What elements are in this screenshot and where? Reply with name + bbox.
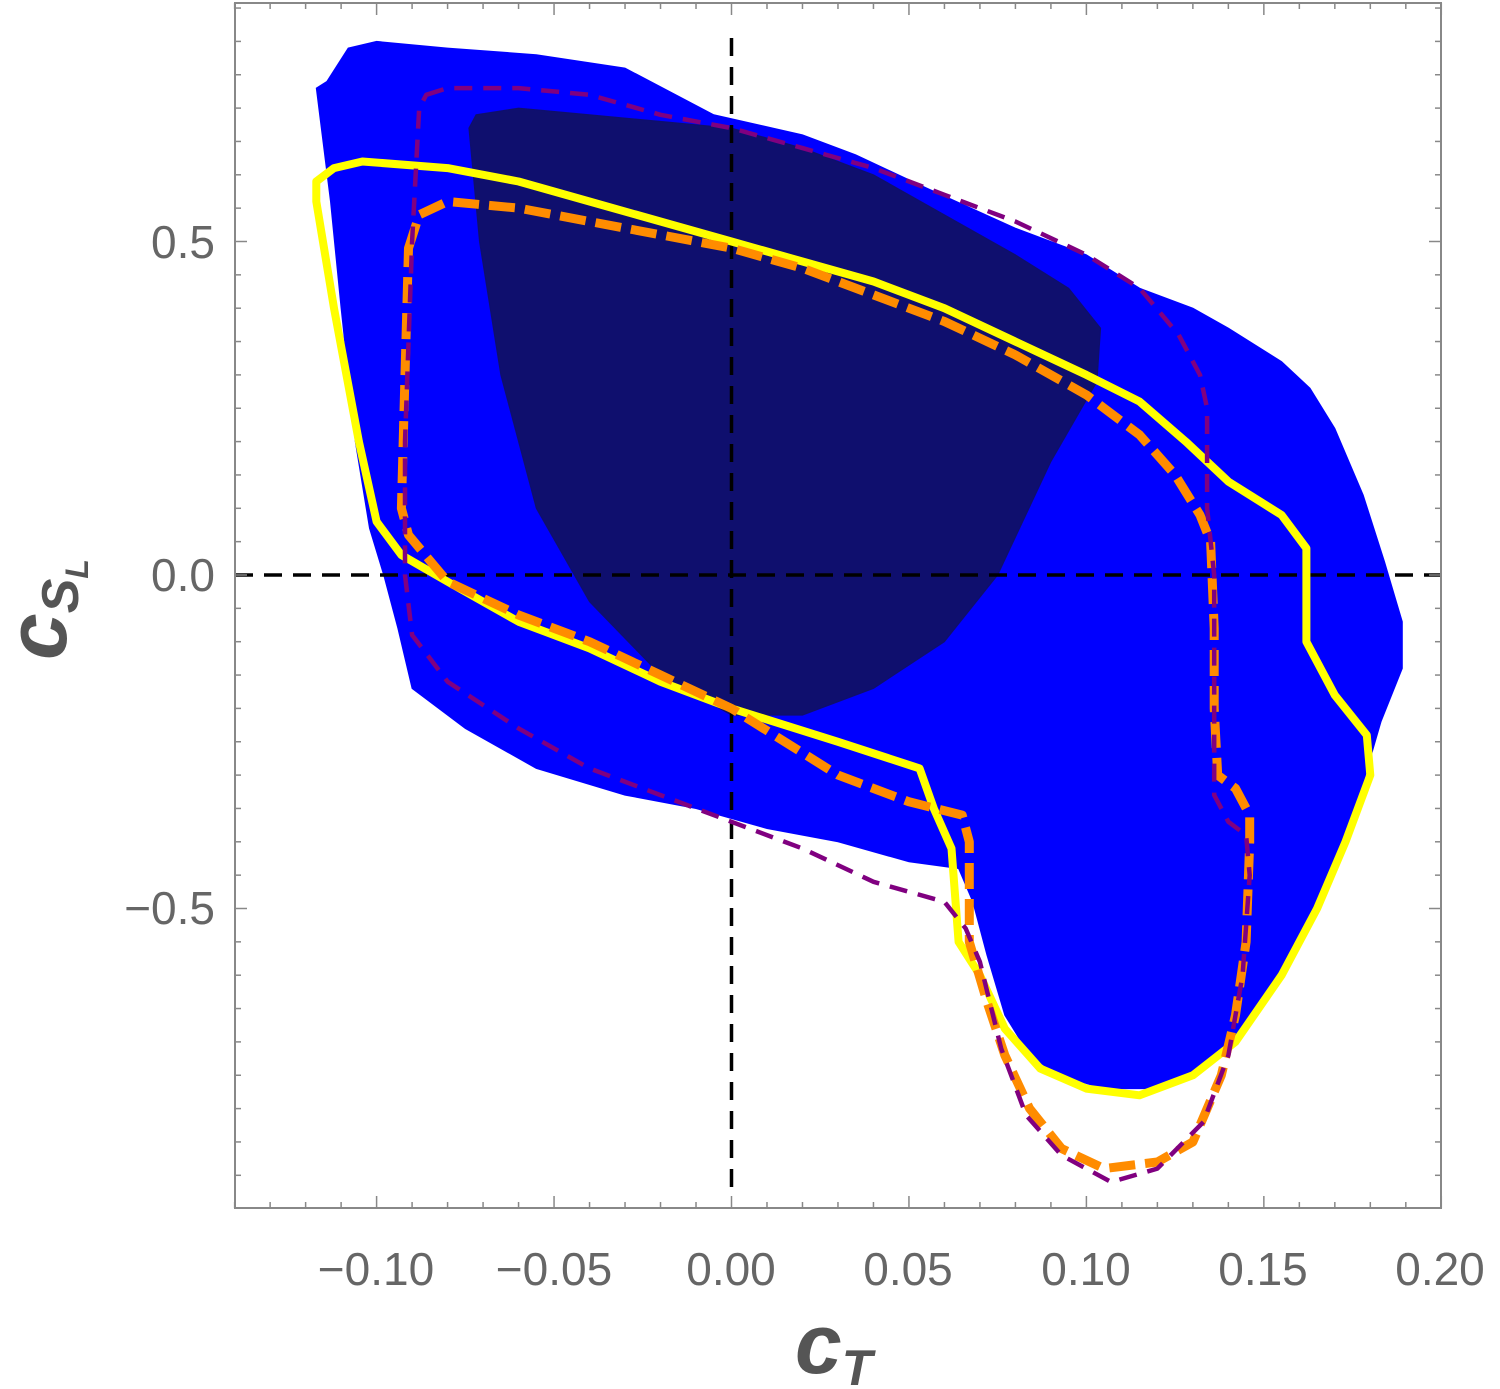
y-tick-label: −0.5: [124, 882, 215, 934]
contour-line-3: [396, 197, 1255, 1174]
y-tick-label: 0.5: [151, 216, 215, 268]
x-tick-labels: −0.10 −0.05 0.00 0.05 0.10 0.15 0.20: [318, 1243, 1485, 1295]
reference-lines: [235, 38, 1441, 1196]
y-axis-title-subscript: S: [32, 578, 90, 613]
x-tick-label: 0.10: [1041, 1243, 1131, 1295]
x-tick-label: 0.05: [863, 1243, 953, 1295]
x-tick-label: 0.15: [1218, 1243, 1308, 1295]
svg-text:cSL: cSL: [0, 559, 95, 660]
x-axis-title: cT: [795, 1297, 877, 1389]
x-tick-label: 0.00: [686, 1243, 776, 1295]
filled-regions: [315, 40, 1403, 1090]
x-tick-label: −0.05: [496, 1243, 612, 1295]
axis-ticks: [233, 3, 1443, 1208]
x-tick-label: 0.20: [1395, 1243, 1485, 1295]
x-axis-title-main: c: [795, 1297, 842, 1389]
contour-lines: [312, 85, 1375, 1185]
y-axis-title-subsubscript: L: [59, 559, 95, 579]
x-axis-title-subscript: T: [842, 1340, 877, 1389]
x-tick-label: −0.10: [318, 1243, 434, 1295]
y-axis-title: cSL: [0, 559, 95, 660]
y-tick-label: 0.0: [151, 549, 215, 601]
contour-line-2: [312, 157, 1375, 1100]
contour-line-4: [402, 85, 1252, 1185]
y-tick-labels: −0.5 0.0 0.5: [124, 216, 215, 934]
y-axis-title-main: c: [0, 613, 84, 660]
